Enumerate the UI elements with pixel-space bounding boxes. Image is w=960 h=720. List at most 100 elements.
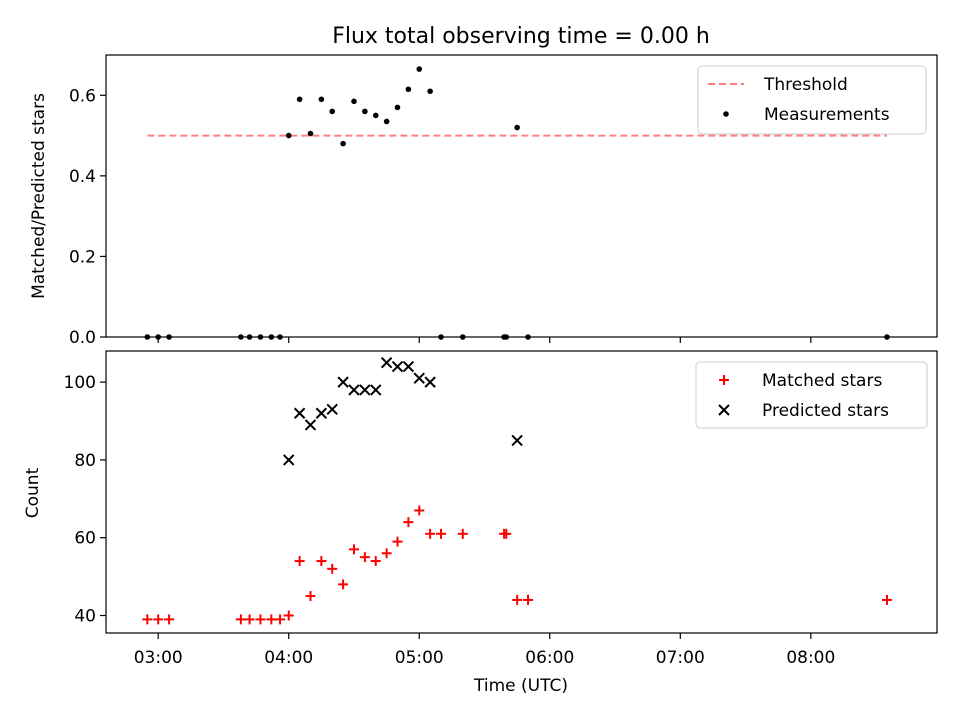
data-point (326, 403, 338, 416)
data-point (383, 118, 390, 125)
data-point (403, 517, 414, 528)
legend-swatch-b (718, 404, 730, 416)
data-point (380, 356, 393, 369)
data-point (348, 544, 359, 555)
data-point (416, 66, 423, 72)
data-point (257, 334, 264, 340)
data-point (275, 614, 286, 625)
plot-area (105, 350, 938, 634)
data-point-b (315, 407, 328, 419)
y-tick-label: 40 (74, 606, 96, 626)
x-tick-label: 04:00 (264, 648, 313, 668)
legend-label: Predicted stars (762, 401, 889, 421)
y-axis-label: Matched/Predicted stars (29, 93, 49, 299)
legend-swatch (718, 404, 730, 416)
data-point (327, 563, 338, 574)
data-point (142, 614, 153, 625)
data-point-b (380, 356, 393, 369)
data-point (296, 96, 303, 103)
data-point (884, 334, 890, 340)
data-point (503, 334, 510, 340)
data-point (294, 556, 305, 567)
data-point (438, 334, 444, 340)
data-point (511, 434, 523, 447)
legend: Threshold Measurements (697, 65, 927, 135)
data-point (266, 614, 277, 625)
data-point (394, 104, 401, 111)
data-point (305, 591, 316, 602)
legend-box (695, 361, 928, 429)
data-point (501, 528, 512, 539)
data-point (370, 384, 382, 396)
data-point (246, 334, 253, 340)
data-point (348, 384, 360, 396)
y-tick-label: 0.2 (69, 247, 96, 267)
series-matched-stars (142, 505, 892, 625)
chart-title: Flux total observing time = 0.00 h (332, 24, 710, 49)
data-point-b (511, 434, 523, 447)
x-tick-label: 07:00 (656, 648, 705, 668)
data-point (351, 98, 357, 105)
x-tick-label: 03:00 (134, 648, 183, 668)
y-tick-label: 60 (74, 529, 96, 549)
data-point (315, 407, 328, 419)
data-point (329, 108, 336, 115)
data-point-b (359, 384, 371, 396)
data-point (359, 552, 370, 563)
data-point (459, 334, 466, 340)
data-point (283, 454, 295, 466)
data-point (285, 132, 292, 139)
data-point-b (370, 384, 382, 396)
data-point (238, 334, 244, 340)
data-point (277, 334, 283, 340)
top-panel: Flux total observing time = 0.00 h 0.0 0.2… (29, 24, 938, 348)
data-point (427, 88, 433, 95)
data-point (514, 124, 520, 131)
data-point-b (304, 419, 317, 431)
data-point-b (293, 407, 306, 419)
data-point (523, 594, 534, 605)
data-point-b (413, 372, 425, 384)
x-tick-label: 05:00 (395, 648, 444, 668)
data-point (144, 334, 151, 340)
legend-label: Matched stars (762, 371, 882, 391)
data-point (307, 130, 314, 137)
legend-swatch (723, 111, 729, 117)
data-point (318, 96, 325, 103)
data-point (413, 372, 425, 384)
data-point (283, 610, 294, 621)
data-point-b (424, 376, 436, 388)
bottom-panel: 40 60 80 100 03:00 04:00 05:00 06:00 07:00 08:00 C… (23, 350, 938, 696)
data-point (164, 614, 175, 625)
data-point (304, 419, 317, 431)
data-point-b (402, 360, 415, 373)
y-tick-label: 0.6 (69, 86, 96, 106)
data-point (402, 360, 415, 373)
data-point (424, 376, 436, 388)
data-point-b (391, 360, 404, 373)
plot-area (105, 54, 938, 338)
legend: Matched stars Predicted stars (695, 361, 928, 429)
data-point-b (326, 403, 338, 416)
data-point (255, 614, 266, 625)
y-tick-label: 100 (64, 373, 96, 393)
data-point (338, 579, 349, 590)
data-point (359, 384, 371, 396)
data-point (457, 528, 468, 539)
data-point (340, 140, 346, 147)
data-point (235, 614, 246, 625)
x-tick-label: 08:00 (786, 648, 835, 668)
data-point (512, 594, 523, 605)
legend-box (697, 65, 927, 135)
legend-label: Threshold (763, 75, 848, 95)
data-point (881, 594, 892, 605)
y-tick-label: 0.4 (69, 167, 96, 187)
data-point (414, 505, 425, 516)
data-point (370, 556, 381, 567)
data-point (316, 556, 327, 567)
data-point (392, 536, 403, 547)
data-point (337, 376, 349, 388)
data-point (244, 614, 255, 625)
data-point-b (283, 454, 295, 466)
data-point (166, 334, 172, 340)
